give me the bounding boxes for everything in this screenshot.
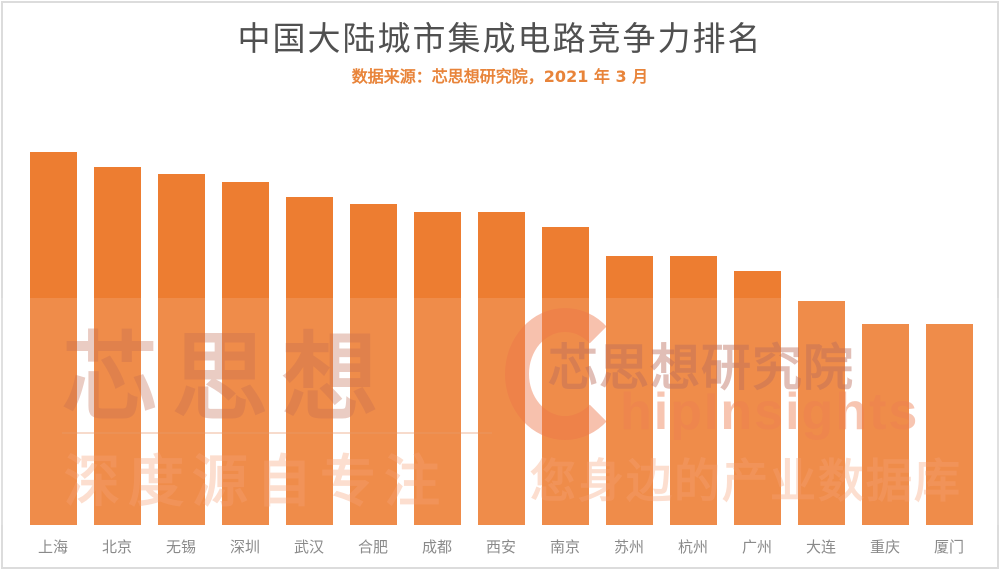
bar — [926, 324, 973, 525]
bar — [286, 197, 333, 525]
bar — [414, 212, 461, 525]
x-axis-label: 武汉 — [293, 538, 324, 556]
bar — [862, 324, 909, 525]
x-axis-label: 南京 — [549, 538, 580, 556]
bar — [542, 227, 589, 525]
x-axis-label: 合肥 — [357, 538, 388, 556]
bar — [222, 182, 269, 525]
chart-subtitle: 数据来源：芯思想研究院，2021 年 3 月 — [351, 67, 649, 86]
bar — [94, 167, 141, 525]
x-axis-label: 广州 — [741, 538, 772, 556]
chart-title: 中国大陆城市集成电路竞争力排名 — [237, 19, 763, 58]
bar — [734, 271, 781, 525]
bar — [606, 256, 653, 525]
x-axis-label: 上海 — [37, 538, 68, 556]
x-axis-label: 北京 — [101, 538, 132, 556]
x-axis-label: 杭州 — [677, 538, 708, 556]
x-axis-label: 西安 — [485, 538, 516, 556]
x-axis-label: 重庆 — [869, 538, 900, 556]
watermark-divider — [62, 432, 492, 434]
x-axis-label: 苏州 — [613, 538, 644, 556]
x-axis-label: 深圳 — [229, 538, 260, 556]
bar — [350, 204, 397, 525]
x-axis-label: 无锡 — [165, 538, 196, 556]
bar — [478, 212, 525, 525]
x-axis-label: 大连 — [805, 538, 836, 556]
bar — [158, 174, 205, 525]
bar — [670, 256, 717, 525]
x-axis-label: 成都 — [421, 538, 452, 556]
x-axis-label: 厦门 — [933, 538, 964, 556]
bar — [30, 152, 77, 525]
bar — [798, 301, 845, 525]
